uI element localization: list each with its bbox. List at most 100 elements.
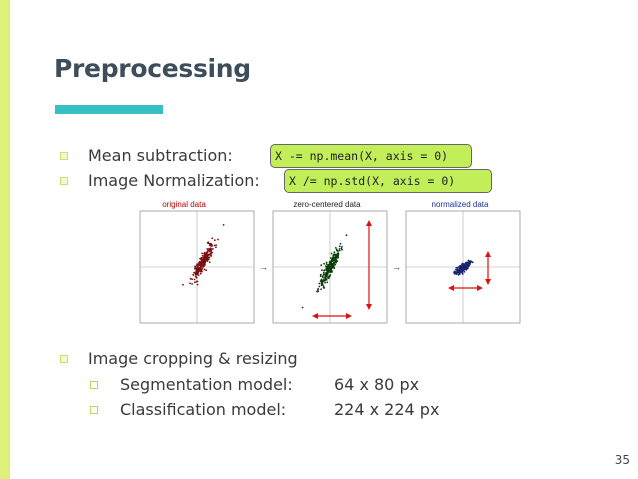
scatter-point [217,238,219,241]
square-bullet-icon [60,151,68,160]
scatter-point [332,258,335,261]
scatter-point [316,290,318,293]
scatter-point [194,265,197,268]
scatter-point [469,260,472,262]
scatter-cloud [182,224,225,286]
scatter-point [325,279,328,281]
hollow-square-bullet-icon [90,380,98,389]
scatter-point [458,268,461,271]
scatter-point [325,263,328,265]
scatter-point [338,248,341,250]
scatter-point [325,261,328,264]
scatter-point [334,260,337,262]
scatter-point [197,268,200,271]
scatter-point [194,275,197,277]
scatter-point [460,266,462,269]
scatter-point [339,242,342,245]
scatter-point [207,256,210,259]
scatter-point [206,248,209,250]
scatter-point [197,266,199,269]
scatter-point [318,285,321,288]
scatter-point [320,279,323,281]
scatter-point [301,306,304,309]
bullet-image-cropping: Image cropping & resizing [60,349,298,368]
scatter-point [206,258,209,260]
std-arrows [312,220,372,319]
arrow-right-icon: → [259,262,268,272]
scatter-point [215,244,217,246]
scatter-point [467,265,470,267]
scatter-point [213,244,216,247]
scatter-point [196,280,199,283]
scatter-point [321,269,323,272]
scatter-point [322,271,325,274]
scatter-point [329,263,332,265]
scatter-point [329,268,331,271]
scatter-point [338,245,341,248]
scatter-point [191,278,193,281]
scatter-point [323,287,326,289]
scatter-point [465,261,467,264]
scatter-point [332,265,335,267]
scatter-point [200,265,203,268]
scatter-point [341,246,343,248]
scatter-point [318,282,321,285]
sub-bullet-classification: Classification model: 224 x 224 px [90,400,439,419]
scatter-point [205,269,208,272]
scatter-point [335,255,337,258]
scatter-point [196,271,198,274]
scatter-point [209,242,212,245]
scatter-point [463,270,466,273]
code-text: X /= np.std(X, axis = 0) [289,174,456,188]
code-text: X -= np.mean(X, axis = 0) [275,149,449,163]
scatter-point [327,265,329,268]
scatter-point [465,268,467,271]
scatter-point [333,251,336,254]
scatter-point [331,256,334,259]
scatter-point [466,261,469,264]
scatter-point [457,274,460,276]
scatter-point [325,276,327,278]
scatter-point [453,271,455,274]
scatter-point [326,269,328,272]
model-size: 64 x 80 px [334,375,420,394]
scatter-point [192,274,195,276]
scatter-point [204,256,207,259]
panel-zero-centered-data: zero-centered data [272,200,388,324]
scatter-point [205,255,208,258]
scatter-point [207,241,210,244]
scatter-point [211,237,214,240]
scatter-point [332,254,335,257]
scatter-point [319,273,322,276]
page-number: 35 [614,453,630,467]
scatter-point [458,265,461,268]
scatter-point [471,261,473,263]
scatter-point [204,260,207,263]
square-bullet-icon [60,176,68,185]
scatter-point [196,263,198,266]
bullet-mean-subtraction: Mean subtraction: [60,146,233,165]
scatter-point [331,264,334,267]
scatter-point [466,266,468,269]
scatter-point [194,267,196,269]
scatter-point [222,224,225,226]
scatter-point [338,249,341,252]
scatter-point [331,262,334,265]
model-size: 224 x 224 px [334,400,440,419]
square-bullet-icon [60,354,68,363]
scatter-point [322,285,325,287]
scatter-point [320,264,323,267]
scatter-point [198,264,201,267]
scatter-point [337,256,339,259]
scatter-point [330,252,333,255]
slide-title: Preprocessing [54,54,251,83]
scatter-point [193,281,196,284]
scatter-point [456,266,459,269]
code-mean-subtraction: X -= np.mean(X, axis = 0) [270,144,472,168]
preprocessing-figure: original data → zero-centered data → nor… [139,200,521,324]
scatter-point [201,267,204,270]
scatter-point [457,269,460,272]
bullet-label: Image Normalization: [88,171,260,190]
scatter-point [200,258,203,261]
scatter-point [189,282,191,285]
